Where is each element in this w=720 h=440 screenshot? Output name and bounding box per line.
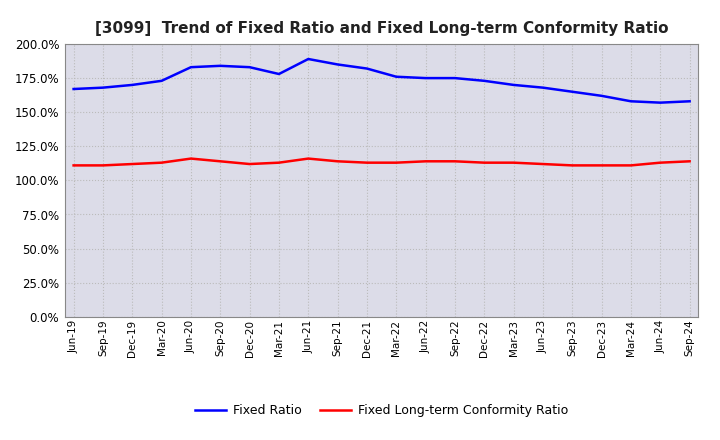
- Title: [3099]  Trend of Fixed Ratio and Fixed Long-term Conformity Ratio: [3099] Trend of Fixed Ratio and Fixed Lo…: [95, 21, 668, 36]
- Fixed Ratio: [99, 85, 107, 90]
- Fixed Ratio: [539, 85, 547, 90]
- Fixed Ratio: [480, 78, 489, 84]
- Fixed Ratio: [363, 66, 372, 71]
- Fixed Ratio: [157, 78, 166, 84]
- Fixed Long-term Conformity Ratio: [626, 163, 635, 168]
- Fixed Ratio: [128, 82, 137, 88]
- Fixed Ratio: [304, 56, 312, 62]
- Fixed Long-term Conformity Ratio: [509, 160, 518, 165]
- Fixed Long-term Conformity Ratio: [598, 163, 606, 168]
- Fixed Long-term Conformity Ratio: [656, 160, 665, 165]
- Legend: Fixed Ratio, Fixed Long-term Conformity Ratio: Fixed Ratio, Fixed Long-term Conformity …: [190, 400, 573, 422]
- Fixed Ratio: [246, 65, 254, 70]
- Fixed Long-term Conformity Ratio: [451, 159, 459, 164]
- Fixed Ratio: [598, 93, 606, 99]
- Fixed Long-term Conformity Ratio: [128, 161, 137, 167]
- Fixed Long-term Conformity Ratio: [480, 160, 489, 165]
- Fixed Ratio: [685, 99, 694, 104]
- Fixed Long-term Conformity Ratio: [421, 159, 430, 164]
- Line: Fixed Long-term Conformity Ratio: Fixed Long-term Conformity Ratio: [73, 158, 690, 165]
- Fixed Ratio: [186, 65, 195, 70]
- Fixed Ratio: [626, 99, 635, 104]
- Fixed Long-term Conformity Ratio: [685, 159, 694, 164]
- Fixed Long-term Conformity Ratio: [246, 161, 254, 167]
- Fixed Ratio: [451, 76, 459, 81]
- Fixed Long-term Conformity Ratio: [363, 160, 372, 165]
- Fixed Ratio: [421, 76, 430, 81]
- Fixed Long-term Conformity Ratio: [157, 160, 166, 165]
- Fixed Long-term Conformity Ratio: [274, 160, 283, 165]
- Fixed Long-term Conformity Ratio: [568, 163, 577, 168]
- Fixed Ratio: [392, 74, 400, 79]
- Fixed Long-term Conformity Ratio: [539, 161, 547, 167]
- Fixed Long-term Conformity Ratio: [216, 159, 225, 164]
- Fixed Ratio: [69, 86, 78, 92]
- Fixed Long-term Conformity Ratio: [304, 156, 312, 161]
- Line: Fixed Ratio: Fixed Ratio: [73, 59, 690, 103]
- Fixed Long-term Conformity Ratio: [392, 160, 400, 165]
- Fixed Ratio: [274, 71, 283, 77]
- Fixed Long-term Conformity Ratio: [99, 163, 107, 168]
- Fixed Ratio: [656, 100, 665, 105]
- Fixed Ratio: [216, 63, 225, 69]
- Fixed Ratio: [333, 62, 342, 67]
- Fixed Long-term Conformity Ratio: [186, 156, 195, 161]
- Fixed Ratio: [568, 89, 577, 94]
- Fixed Long-term Conformity Ratio: [69, 163, 78, 168]
- Fixed Long-term Conformity Ratio: [333, 159, 342, 164]
- Fixed Ratio: [509, 82, 518, 88]
